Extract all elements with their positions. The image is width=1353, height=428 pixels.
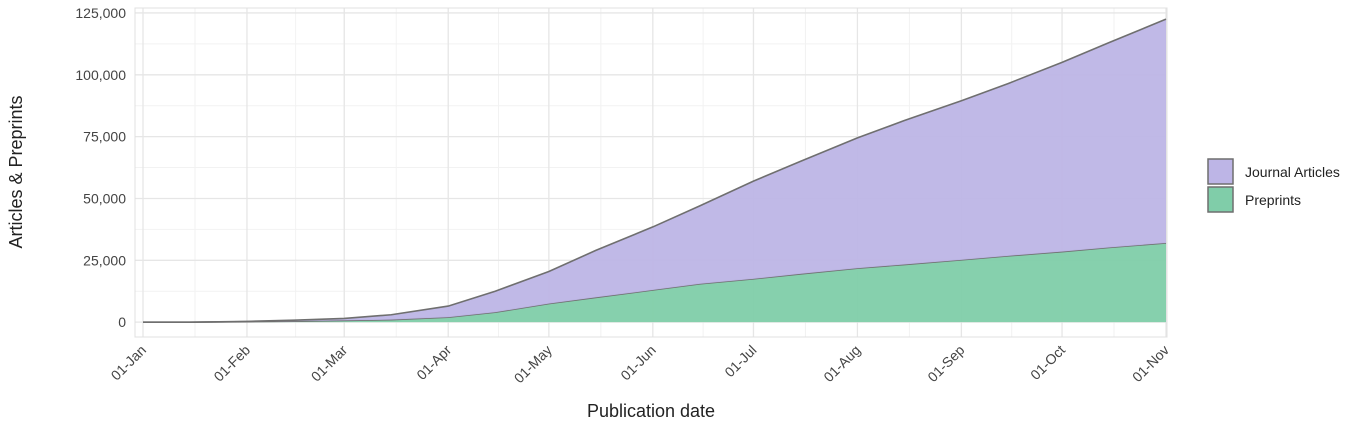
y-axis-title: Articles & Preprints — [6, 95, 26, 248]
x-tick-label: 01-Jun — [617, 342, 659, 384]
x-tick-label: 01-May — [511, 342, 555, 386]
y-tick-label: 75,000 — [83, 129, 126, 145]
y-tick-label: 50,000 — [83, 190, 126, 206]
x-tick-label: 01-Aug — [820, 342, 863, 385]
x-tick-label: 01-Apr — [413, 342, 454, 383]
x-tick-label: 01-Mar — [308, 342, 351, 385]
x-tick-label: 01-Jul — [721, 342, 759, 380]
x-tick-label: 01-Oct — [1027, 342, 1068, 383]
area — [143, 243, 1166, 323]
plot-border — [134, 7, 1168, 338]
y-tick-label: 25,000 — [83, 252, 126, 268]
legend-key — [1207, 186, 1234, 213]
x-axis-title: Publication date — [587, 401, 715, 421]
legend-label: Journal Articles — [1245, 164, 1340, 180]
y-tick-label: 125,000 — [75, 5, 126, 21]
y-tick-label: 100,000 — [75, 67, 126, 83]
area — [143, 19, 1166, 323]
legend-label: Preprints — [1245, 192, 1301, 208]
x-tick-label: 01-Nov — [1129, 342, 1172, 385]
area-outline — [143, 18, 1167, 323]
x-tick-label: 01-Feb — [210, 342, 253, 385]
x-tick-label: 01-Sep — [924, 342, 967, 385]
x-tick-label: 01-Jan — [108, 342, 150, 384]
y-tick-label: 0 — [118, 314, 126, 330]
legend-key — [1207, 158, 1234, 185]
